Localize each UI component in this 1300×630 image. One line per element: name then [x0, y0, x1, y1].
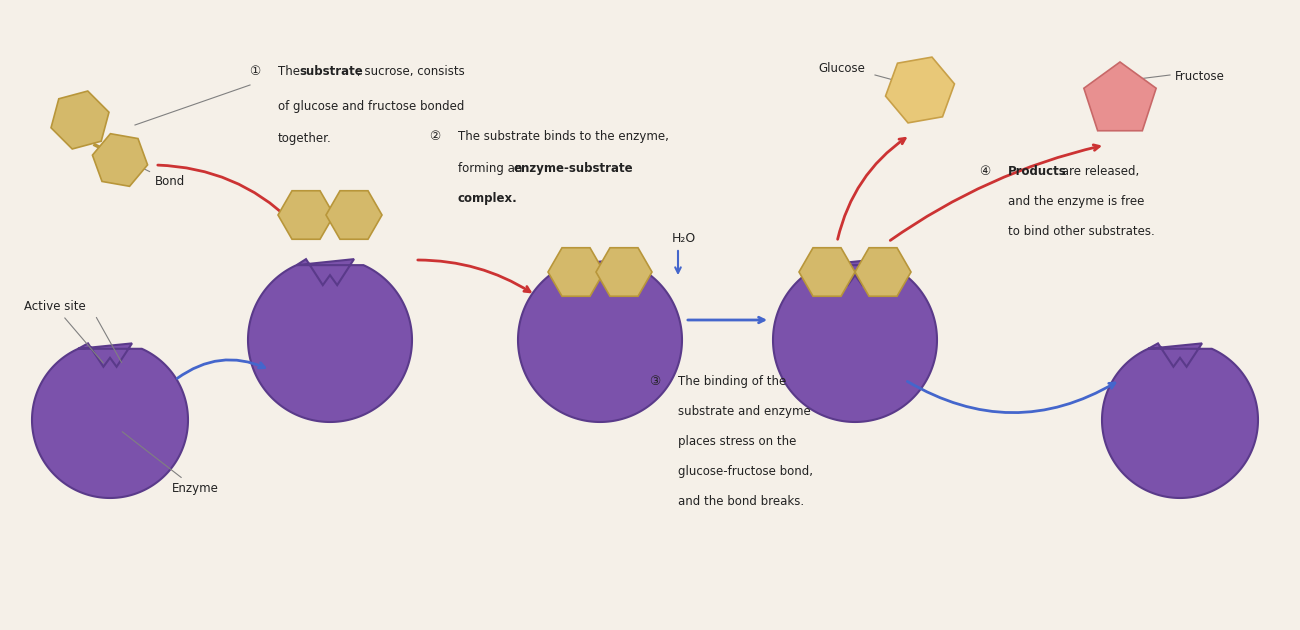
Polygon shape — [92, 134, 148, 186]
Text: The: The — [278, 65, 304, 78]
Text: places stress on the: places stress on the — [679, 435, 797, 448]
Polygon shape — [326, 191, 382, 239]
Text: Fructose: Fructose — [1175, 70, 1225, 83]
Text: Products: Products — [1008, 165, 1067, 178]
Text: H₂O: H₂O — [672, 232, 697, 245]
Polygon shape — [774, 259, 937, 422]
Text: The substrate binds to the enzyme,: The substrate binds to the enzyme, — [458, 130, 670, 143]
Text: together.: together. — [278, 132, 332, 145]
Polygon shape — [549, 248, 605, 296]
Text: of glucose and fructose bonded: of glucose and fructose bonded — [278, 100, 464, 113]
Polygon shape — [800, 248, 855, 296]
Text: Enzyme: Enzyme — [122, 432, 218, 495]
Polygon shape — [1084, 62, 1156, 131]
Text: ②: ② — [429, 130, 441, 143]
Polygon shape — [885, 57, 954, 123]
Polygon shape — [248, 259, 412, 422]
Polygon shape — [278, 191, 334, 239]
Text: glucose-fructose bond,: glucose-fructose bond, — [679, 465, 812, 478]
Text: complex.: complex. — [458, 192, 517, 205]
Text: The binding of the: The binding of the — [679, 375, 786, 388]
Text: , sucrose, consists: , sucrose, consists — [358, 65, 465, 78]
Polygon shape — [855, 248, 911, 296]
Text: ③: ③ — [650, 375, 660, 388]
Text: and the bond breaks.: and the bond breaks. — [679, 495, 805, 508]
Polygon shape — [51, 91, 109, 149]
Polygon shape — [517, 259, 682, 422]
Text: and the enzyme is free: and the enzyme is free — [1008, 195, 1144, 208]
Text: substrate and enzyme: substrate and enzyme — [679, 405, 811, 418]
Polygon shape — [1102, 343, 1258, 498]
Polygon shape — [32, 343, 188, 498]
Text: forming an: forming an — [458, 162, 526, 175]
Text: enzyme-substrate: enzyme-substrate — [514, 162, 633, 175]
Text: are released,: are released, — [1058, 165, 1139, 178]
Text: ④: ④ — [979, 165, 991, 178]
Text: Active site: Active site — [25, 300, 103, 363]
Polygon shape — [595, 248, 653, 296]
Text: to bind other substrates.: to bind other substrates. — [1008, 225, 1154, 238]
Text: Bond: Bond — [108, 151, 185, 188]
Text: Glucose: Glucose — [818, 62, 865, 75]
Text: ①: ① — [250, 65, 260, 78]
Text: substrate: substrate — [299, 65, 363, 78]
